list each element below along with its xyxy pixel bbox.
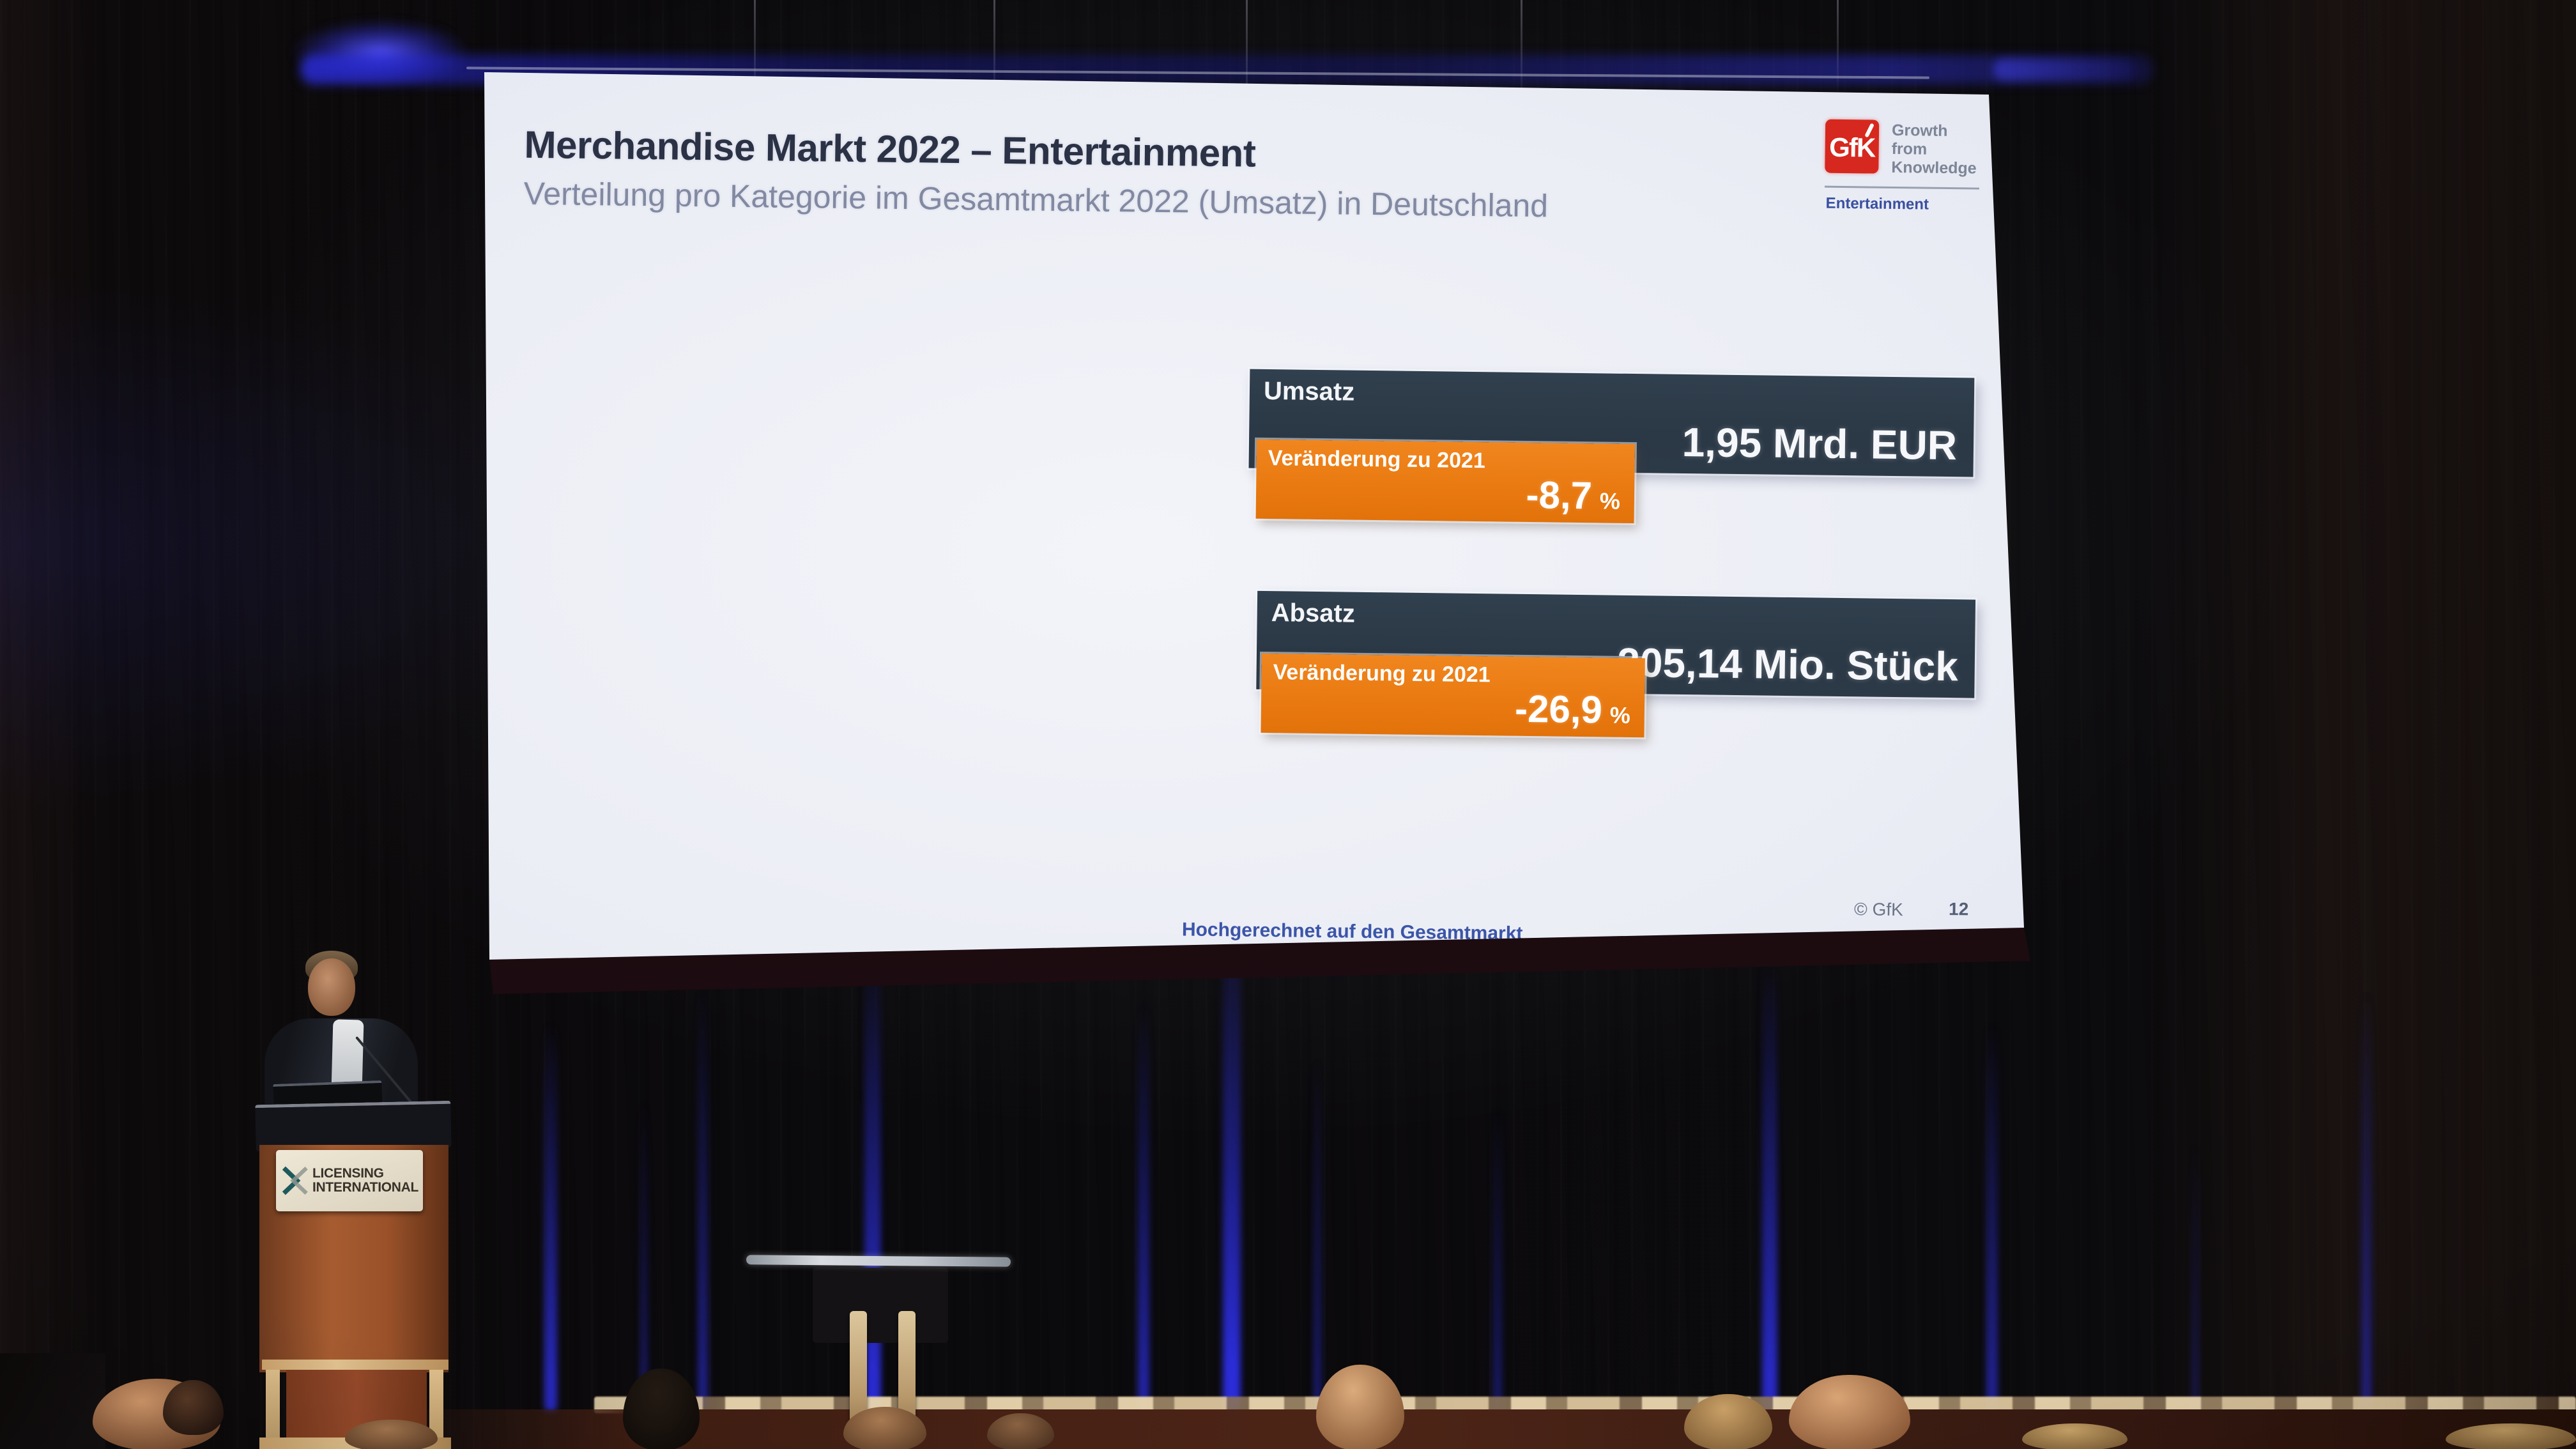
truss-blue-led-strip-right — [1993, 59, 2134, 80]
audience-head — [345, 1420, 438, 1449]
slide-title: Merchandise Markt 2022 – Entertainment — [524, 123, 1256, 175]
audience-head — [1684, 1394, 1772, 1449]
absatz-change-label: Veränderung zu 2021 — [1273, 660, 1491, 687]
licensing-international-logo-icon — [282, 1166, 308, 1195]
umsatz-change-value: -8,7 — [1526, 473, 1593, 518]
audience-head — [2446, 1423, 2576, 1449]
gfk-tagline: Growth from Knowledge — [1891, 121, 1977, 178]
hanging-wire — [1521, 0, 1522, 112]
blue-uplight-streak — [2192, 1124, 2198, 1412]
presenter-head — [308, 958, 355, 1016]
absatz-change-value-row: -26,9 % — [1515, 687, 1631, 732]
podium-base-post — [429, 1370, 443, 1444]
blue-uplight-streak — [698, 958, 708, 1412]
slide-subtitle: Verteilung pro Kategorie im Gesamtmarkt … — [523, 175, 1549, 224]
gfk-logo: GfK Growth from Knowledge Entertainment — [1824, 119, 1991, 224]
umsatz-change-unit: % — [1599, 487, 1621, 514]
absatz-value: 205,14 Mio. Stück — [1616, 639, 1959, 690]
hanging-wire — [993, 0, 995, 112]
audience-head — [987, 1413, 1054, 1449]
blue-uplight-streak — [1138, 977, 1149, 1412]
stage-riser-front — [383, 1409, 2576, 1449]
confidence-monitor — [813, 1268, 948, 1343]
blue-uplight-streak — [1493, 1086, 1502, 1412]
gfk-tagline-line: Knowledge — [1891, 158, 1977, 178]
hanging-wire — [1837, 0, 1839, 96]
podium-base-post — [266, 1370, 280, 1444]
blue-uplight-streak — [1762, 933, 1777, 1412]
blue-uplight-streak — [544, 997, 557, 1412]
blue-uplight-streak — [1986, 997, 1998, 1412]
gfk-tagline-line: Growth — [1891, 121, 1948, 140]
blue-uplight-streak — [1314, 1035, 1321, 1412]
gfk-division-label: Entertainment — [1825, 194, 1929, 213]
audience-head — [843, 1407, 926, 1449]
audience-head — [623, 1368, 700, 1449]
audience-head-hair — [163, 1380, 224, 1435]
podium-sign-line1: LICENSING — [312, 1165, 384, 1181]
lectern-top — [255, 1100, 452, 1152]
umsatz-value: 1,95 Mrd. EUR — [1682, 418, 1958, 469]
gfk-tagline-line: from — [1891, 139, 1928, 158]
absatz-change-value: -26,9 — [1514, 687, 1603, 732]
blue-uplight-streak — [640, 1080, 648, 1412]
slide-page-number: 12 — [1948, 899, 1969, 919]
audience-head — [1316, 1365, 1404, 1449]
gfk-logo-divider — [1824, 185, 1979, 190]
hanging-wire — [754, 0, 756, 112]
gfk-logo-mark: GfK — [1825, 119, 1880, 174]
umsatz-change-value-row: -8,7 % — [1526, 473, 1620, 518]
absatz-label: Absatz — [1271, 599, 1356, 628]
umsatz-change-box: Veränderung zu 2021 -8,7 % — [1255, 439, 1636, 524]
absatz-change-unit: % — [1609, 702, 1631, 728]
blue-uplight-streak — [2361, 965, 2372, 1412]
foreground-dark-object — [0, 1353, 105, 1449]
slide: Merchandise Markt 2022 – Entertainment V… — [484, 72, 1992, 960]
podium-sign-line2: INTERNATIONAL — [312, 1180, 419, 1195]
podium-sign: LICENSING INTERNATIONAL — [276, 1150, 423, 1211]
absatz-change-box: Veränderung zu 2021 -26,9 % — [1261, 653, 1645, 738]
audience-head — [1789, 1375, 1910, 1449]
podium-base-rail — [262, 1360, 448, 1370]
umsatz-change-label: Veränderung zu 2021 — [1268, 446, 1486, 473]
audience-head — [2022, 1423, 2128, 1449]
hanging-wire — [1246, 0, 1248, 128]
umsatz-label: Umsatz — [1263, 376, 1355, 406]
podium-sign-text: LICENSING INTERNATIONAL — [312, 1165, 419, 1195]
slide-copyright: © GfK — [1853, 899, 1903, 920]
